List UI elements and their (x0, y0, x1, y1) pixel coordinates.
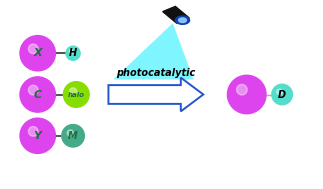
Ellipse shape (69, 88, 77, 95)
Ellipse shape (236, 84, 247, 95)
Ellipse shape (62, 125, 84, 147)
Text: X: X (33, 48, 42, 58)
Polygon shape (113, 23, 194, 80)
Text: C: C (34, 90, 42, 99)
Ellipse shape (28, 44, 38, 54)
Ellipse shape (67, 130, 73, 136)
Ellipse shape (20, 36, 55, 71)
Circle shape (175, 16, 190, 24)
Ellipse shape (28, 85, 38, 95)
Ellipse shape (272, 84, 292, 105)
Bar (163, 6, 189, 23)
Text: photocatalytic: photocatalytic (116, 68, 195, 78)
Text: M: M (68, 131, 78, 141)
Ellipse shape (20, 118, 55, 153)
Ellipse shape (20, 77, 55, 112)
Ellipse shape (277, 89, 282, 95)
Ellipse shape (63, 82, 89, 107)
Ellipse shape (66, 46, 80, 60)
Ellipse shape (227, 75, 266, 114)
Ellipse shape (28, 126, 38, 136)
Text: D: D (278, 90, 286, 99)
Ellipse shape (69, 50, 73, 53)
Polygon shape (109, 78, 203, 111)
Text: H: H (69, 48, 77, 58)
Text: Y: Y (34, 131, 42, 141)
Circle shape (179, 18, 186, 22)
Text: halo: halo (68, 91, 85, 98)
